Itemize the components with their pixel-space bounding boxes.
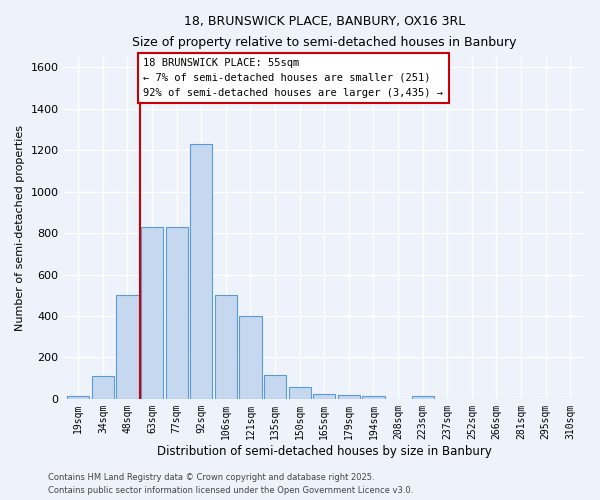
Bar	[166, 227, 188, 399]
Bar	[239, 316, 262, 399]
Bar	[338, 394, 360, 399]
Bar	[412, 396, 434, 399]
Bar	[362, 396, 385, 399]
Bar	[215, 296, 237, 399]
Y-axis label: Number of semi-detached properties: Number of semi-detached properties	[15, 125, 25, 331]
Bar	[116, 296, 139, 399]
Text: 18 BRUNSWICK PLACE: 55sqm
← 7% of semi-detached houses are smaller (251)
92% of : 18 BRUNSWICK PLACE: 55sqm ← 7% of semi-d…	[143, 58, 443, 98]
X-axis label: Distribution of semi-detached houses by size in Banbury: Distribution of semi-detached houses by …	[157, 444, 492, 458]
Title: 18, BRUNSWICK PLACE, BANBURY, OX16 3RL
Size of property relative to semi-detache: 18, BRUNSWICK PLACE, BANBURY, OX16 3RL S…	[132, 15, 517, 49]
Bar	[289, 388, 311, 399]
Bar	[264, 375, 286, 399]
Bar	[141, 227, 163, 399]
Text: Contains HM Land Registry data © Crown copyright and database right 2025.
Contai: Contains HM Land Registry data © Crown c…	[48, 474, 413, 495]
Bar	[190, 144, 212, 399]
Bar	[67, 396, 89, 399]
Bar	[313, 394, 335, 399]
Bar	[92, 376, 114, 399]
